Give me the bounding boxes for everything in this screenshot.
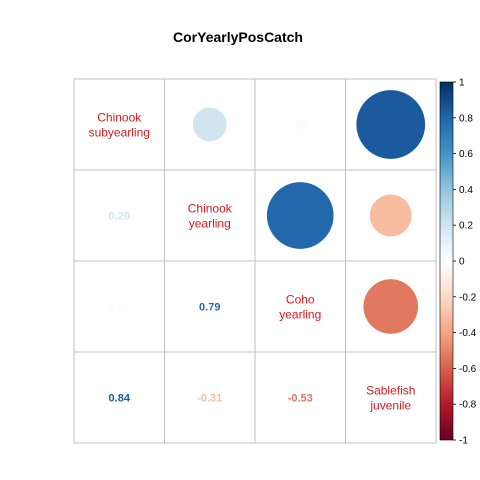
diagonal-variable-label: Chinook subyearling: [89, 111, 150, 140]
colorbar-tick-label: -0.8: [459, 400, 477, 411]
correlation-value: 0.02: [109, 302, 130, 314]
colorbar-tick-label: 0.8: [459, 113, 473, 124]
colorbar-gradient: [439, 81, 454, 441]
colorbar-tick-label: -0.6: [459, 364, 477, 375]
colorbar-tick-label: 0.2: [459, 221, 473, 232]
colorbar-tick-label: 0.6: [459, 149, 473, 160]
correlation-circle: [266, 182, 334, 249]
diagonal-label-line: Coho: [286, 293, 315, 307]
diagonal-variable-label: Coho yearling: [279, 293, 321, 322]
diagonal-label-line: Sablefish: [366, 384, 415, 398]
correlation-value: -0.53: [288, 393, 313, 405]
diagonal-variable-label: Chinook yearling: [188, 202, 233, 231]
correlation-value: 0.84: [109, 393, 131, 405]
correlation-value: 0.79: [199, 302, 220, 314]
chart-title: CorYearlyPosCatch: [173, 29, 303, 45]
matrix-cell: [345, 351, 437, 444]
diagonal-label-line: yearling: [279, 308, 321, 322]
diagonal-variable-label: Sablefish juvenile: [366, 384, 415, 413]
diagonal-label-line: Chinook: [97, 111, 142, 125]
matrix-cell: [73, 78, 165, 171]
matrix-cell: [164, 351, 256, 444]
matrix-cell: [73, 169, 165, 262]
diagonal-label-line: Chinook: [188, 202, 233, 216]
colorbar: 1 0.8 0.6 0.4 0.2 0 -0.2 -0.4 -0.6 -0.8 -1: [439, 78, 477, 447]
matrix-cell: [164, 260, 256, 353]
matrix-cell: [254, 260, 346, 353]
diagonal-label-line: juvenile: [369, 399, 411, 413]
correlation-value: 0.20: [109, 211, 130, 223]
matrix-cell: [254, 351, 346, 444]
diagonal-label-line: yearling: [189, 217, 231, 231]
colorbar-tick-label: 0.4: [459, 185, 473, 196]
correlation-circle: [192, 107, 227, 142]
colorbar-tick-label: -0.2: [459, 292, 477, 303]
matrix-cell: [345, 169, 437, 262]
correlation-circle: [363, 279, 419, 334]
correlation-circle: [356, 90, 426, 159]
colorbar-tick-label: 1: [459, 78, 465, 89]
correlation-circle: [369, 194, 412, 237]
matrix-cell: [164, 169, 256, 262]
correlation-value: -0.31: [197, 393, 222, 405]
colorbar-tick-label: -1: [459, 436, 468, 447]
diagonal-label-line: subyearling: [89, 126, 150, 140]
colorbar-tick-label: -0.4: [459, 328, 477, 339]
correlation-circle: [294, 118, 306, 131]
matrix-cell: [73, 351, 165, 444]
colorbar-tick-label: 0: [459, 257, 465, 268]
